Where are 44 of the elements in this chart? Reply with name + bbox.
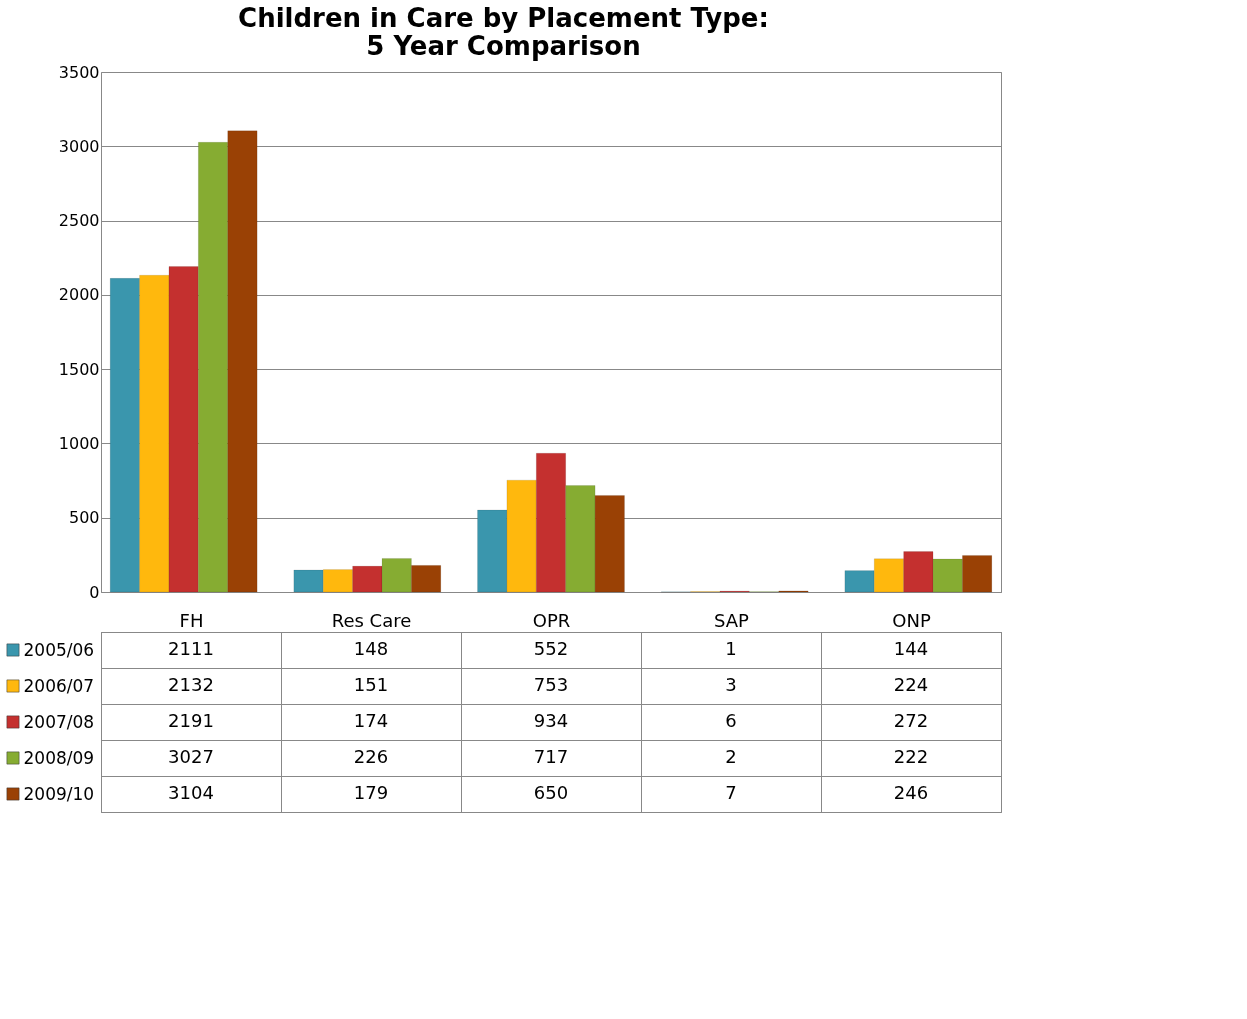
y-tick-label: 1000 bbox=[58, 433, 100, 453]
x-tick-label: OPR bbox=[532, 609, 571, 631]
data-label: 174 bbox=[353, 710, 389, 731]
data-label: 226 bbox=[353, 746, 389, 767]
data-label: 753 bbox=[533, 674, 569, 695]
legend-label: 2008/09 bbox=[23, 747, 95, 768]
data-label: 144 bbox=[893, 638, 929, 659]
data-label: 222 bbox=[893, 746, 929, 767]
y-tick-label: 1500 bbox=[58, 359, 100, 379]
x-tick-label: FH bbox=[179, 609, 204, 631]
data-label: 3027 bbox=[168, 746, 214, 767]
data-label: 2191 bbox=[168, 710, 214, 731]
data-label: 3 bbox=[725, 674, 737, 695]
data-label: 2 bbox=[725, 746, 737, 767]
data-label: 224 bbox=[893, 674, 929, 695]
data-label: 179 bbox=[353, 782, 389, 803]
y-tick-label: 2000 bbox=[58, 285, 100, 305]
y-tick-label: 3500 bbox=[58, 62, 100, 82]
data-label: 246 bbox=[893, 782, 929, 803]
legend-label: 2005/06 bbox=[23, 639, 95, 660]
y-tick-label: 0 bbox=[89, 582, 100, 602]
data-label: 717 bbox=[533, 746, 569, 767]
data-label: 2111 bbox=[168, 638, 214, 659]
x-tick-label: ONP bbox=[892, 609, 931, 631]
chart-title: Children in Care by Placement Type: 5 Year Comparison bbox=[238, 2, 769, 61]
x-tick-label: SAP bbox=[714, 609, 750, 631]
data-label: 1 bbox=[725, 638, 737, 659]
data-label: 7 bbox=[725, 782, 737, 803]
x-tick-label: Res Care bbox=[331, 609, 412, 631]
data-label: 6 bbox=[725, 710, 737, 731]
data-label: 934 bbox=[533, 710, 569, 731]
data-label: 3104 bbox=[168, 782, 214, 803]
legend-label: 2009/10 bbox=[23, 783, 95, 804]
data-label: 552 bbox=[533, 638, 569, 659]
y-tick-label: 2500 bbox=[58, 211, 100, 231]
data-label: 148 bbox=[353, 638, 389, 659]
data-label: 272 bbox=[893, 710, 929, 731]
legend-label: 2006/07 bbox=[23, 675, 95, 696]
data-label: 151 bbox=[353, 674, 389, 695]
legend-label: 2007/08 bbox=[23, 711, 95, 732]
data-label: 650 bbox=[533, 782, 569, 803]
y-tick-label: 500 bbox=[68, 508, 100, 528]
data-label: 2132 bbox=[168, 674, 214, 695]
y-tick-label: 3000 bbox=[58, 136, 100, 156]
